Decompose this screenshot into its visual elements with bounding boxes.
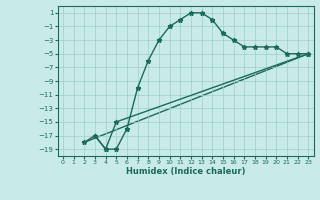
X-axis label: Humidex (Indice chaleur): Humidex (Indice chaleur) xyxy=(126,167,245,176)
